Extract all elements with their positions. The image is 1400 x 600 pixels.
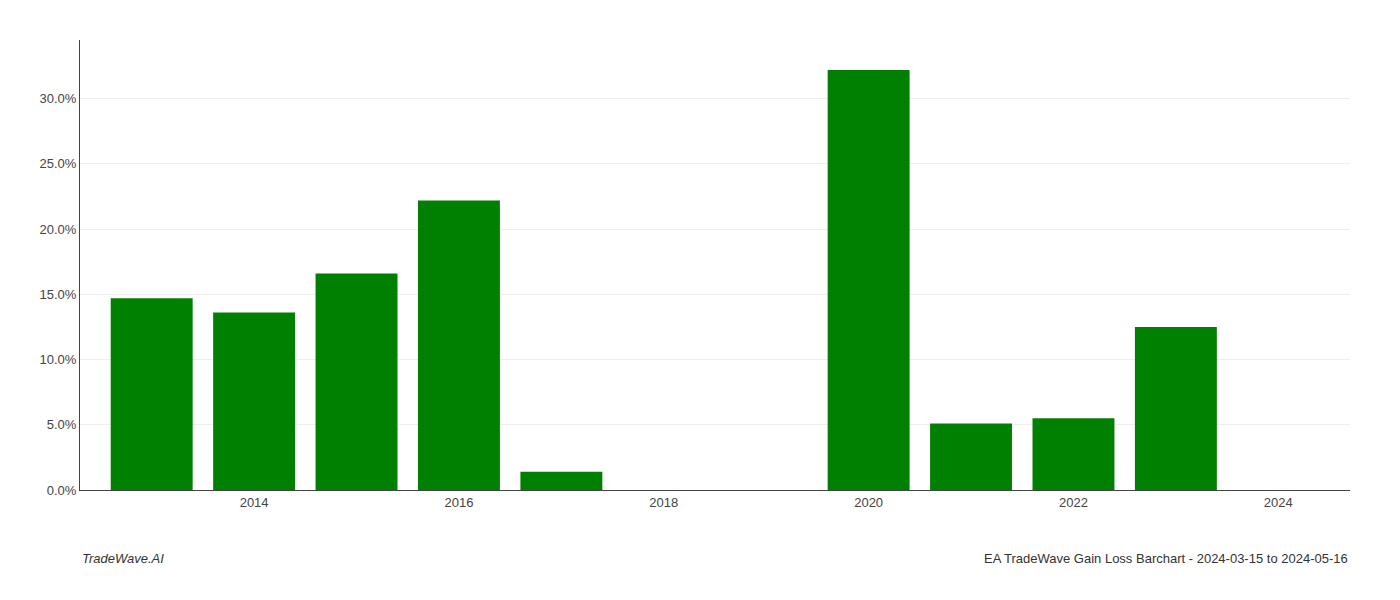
svg-text:25.0%: 25.0% (40, 156, 77, 171)
svg-text:2024: 2024 (1264, 495, 1293, 510)
svg-text:2018: 2018 (649, 495, 678, 510)
svg-text:EA TradeWave Gain Loss Barchar: EA TradeWave Gain Loss Barchart - 2024-0… (984, 551, 1348, 566)
svg-text:30.0%: 30.0% (40, 91, 77, 106)
svg-text:TradeWave.AI: TradeWave.AI (82, 551, 164, 566)
svg-text:2022: 2022 (1059, 495, 1088, 510)
svg-text:2016: 2016 (444, 495, 473, 510)
svg-text:0.0%: 0.0% (47, 483, 77, 498)
svg-text:2014: 2014 (240, 495, 269, 510)
svg-text:20.0%: 20.0% (40, 222, 77, 237)
svg-text:15.0%: 15.0% (40, 287, 77, 302)
svg-text:10.0%: 10.0% (40, 352, 77, 367)
svg-text:2020: 2020 (854, 495, 883, 510)
svg-text:5.0%: 5.0% (47, 417, 77, 432)
